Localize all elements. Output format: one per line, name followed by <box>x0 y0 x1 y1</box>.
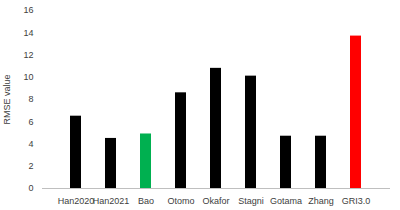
svg-text:12: 12 <box>23 50 33 60</box>
svg-text:RMSE value: RMSE value <box>2 74 12 124</box>
svg-text:Otomo: Otomo <box>167 196 194 206</box>
svg-text:4: 4 <box>28 139 33 149</box>
svg-text:Han2021: Han2021 <box>93 196 130 206</box>
svg-text:Okafor: Okafor <box>202 196 229 206</box>
svg-text:0: 0 <box>28 183 33 193</box>
svg-text:8: 8 <box>28 94 33 104</box>
svg-text:Zhang: Zhang <box>308 196 334 206</box>
svg-text:14: 14 <box>23 28 33 38</box>
svg-text:Bao: Bao <box>138 196 154 206</box>
svg-text:10: 10 <box>23 72 33 82</box>
svg-text:Han2020: Han2020 <box>58 196 95 206</box>
svg-text:16: 16 <box>23 5 33 15</box>
svg-text:2: 2 <box>28 161 33 171</box>
svg-text:6: 6 <box>28 117 33 127</box>
svg-text:GRI3.0: GRI3.0 <box>342 196 371 206</box>
svg-text:Stagni: Stagni <box>238 196 264 206</box>
svg-text:Gotama: Gotama <box>270 196 302 206</box>
